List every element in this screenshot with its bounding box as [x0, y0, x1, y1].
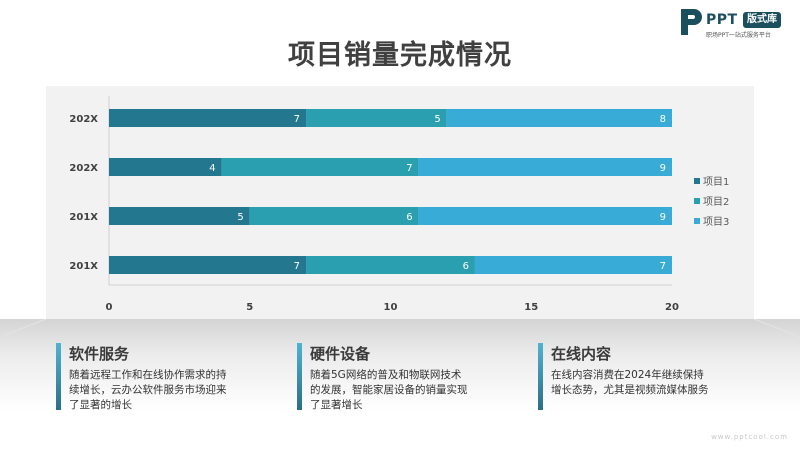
card-title: 硬件设备 [310, 345, 371, 363]
card-line: 的发展，智能家居设备的销量实现 [310, 384, 468, 396]
stacked-bar-chart: 202X 7 5 8 202X 4 7 9 201X 5 6 9 201X 7 6 7 0 5 10 15 20 项目1 项… [69, 96, 729, 313]
y-tick-label: 201X [69, 212, 98, 223]
watermark: www.pptcool.com [711, 433, 788, 441]
bar-segment [109, 207, 250, 225]
bar-segment [109, 109, 307, 127]
data-label: 8 [660, 114, 666, 125]
card-line: 了显著增长 [310, 399, 363, 411]
data-label: 9 [660, 163, 666, 174]
card-description: 随着5G网络的普及和物联网技术 的发展，智能家居设备的销量实现 了显著增长 [310, 368, 505, 413]
bar-segment [109, 256, 307, 274]
data-label: 7 [660, 261, 666, 272]
logo-p-icon [681, 9, 702, 35]
card-description: 随着远程工作和在线协作需求的持 续增长，云办公软件服务市场迎来 了显著的增长 [69, 368, 264, 413]
card-description: 在线内容消费在2024年继续保持 增长态势，尤其是视频流媒体服务 [551, 368, 746, 398]
logo-badge: 版式库 [743, 12, 781, 28]
legend-swatch [694, 178, 700, 184]
card-line: 了显著的增长 [69, 399, 132, 411]
legend-swatch [694, 218, 700, 224]
card-title: 软件服务 [69, 345, 130, 363]
bar-segment [418, 207, 672, 225]
data-label: 7 [294, 114, 300, 125]
x-tick-label: 5 [246, 302, 253, 313]
data-label: 4 [209, 163, 215, 174]
logo-brand-text: PPT [706, 12, 738, 28]
bar-segment [474, 256, 672, 274]
page-title: 项目销量完成情况 [288, 40, 512, 71]
bar-segment [306, 256, 475, 274]
bar-segment [418, 158, 672, 176]
bottom-stage-background [0, 319, 800, 450]
card-line: 续增长，云办公软件服务市场迎来 [69, 384, 227, 396]
brand-logo: PPT 版式库 职场PPT一站式服务平台 [679, 7, 797, 41]
data-label: 5 [434, 114, 440, 125]
logo-tagline: 职场PPT一站式服务平台 [706, 32, 771, 39]
card-accent-bar [538, 343, 543, 410]
card-title: 在线内容 [551, 345, 612, 363]
bar-segment [109, 158, 222, 176]
bar-segment [306, 109, 447, 127]
card-line: 增长态势，尤其是视频流媒体服务 [551, 384, 709, 396]
data-label: 6 [463, 261, 469, 272]
x-tick-label: 20 [665, 302, 679, 313]
data-label: 6 [406, 212, 412, 223]
card-line: 在线内容消费在2024年继续保持 [551, 369, 704, 381]
card-line: 随着5G网络的普及和物联网技术 [310, 369, 462, 381]
x-tick-label: 15 [524, 302, 538, 313]
data-label: 5 [237, 212, 243, 223]
y-tick-label: 202X [69, 163, 98, 174]
bar-segment [446, 109, 672, 127]
legend-swatch [694, 198, 700, 204]
y-tick-label: 201X [69, 261, 98, 272]
legend-label: 项目2 [703, 196, 729, 208]
y-tick-label: 202X [69, 114, 98, 125]
chart-panel: 202X 7 5 8 202X 4 7 9 201X 5 6 9 201X 7 6 7 0 5 10 15 20 项目1 项… [46, 86, 754, 319]
bar-segment [221, 158, 419, 176]
card-accent-bar [297, 343, 302, 410]
x-tick-label: 10 [384, 302, 398, 313]
bar-segment [249, 207, 419, 225]
card-line: 随着远程工作和在线协作需求的持 [69, 369, 227, 381]
data-label: 7 [406, 163, 412, 174]
data-label: 7 [294, 261, 300, 272]
legend-label: 项目1 [703, 176, 729, 188]
card-accent-bar [56, 343, 61, 410]
x-tick-label: 0 [106, 302, 113, 313]
legend-label: 项目3 [703, 216, 729, 228]
stage-floor-shape [0, 319, 800, 338]
data-label: 9 [660, 212, 666, 223]
